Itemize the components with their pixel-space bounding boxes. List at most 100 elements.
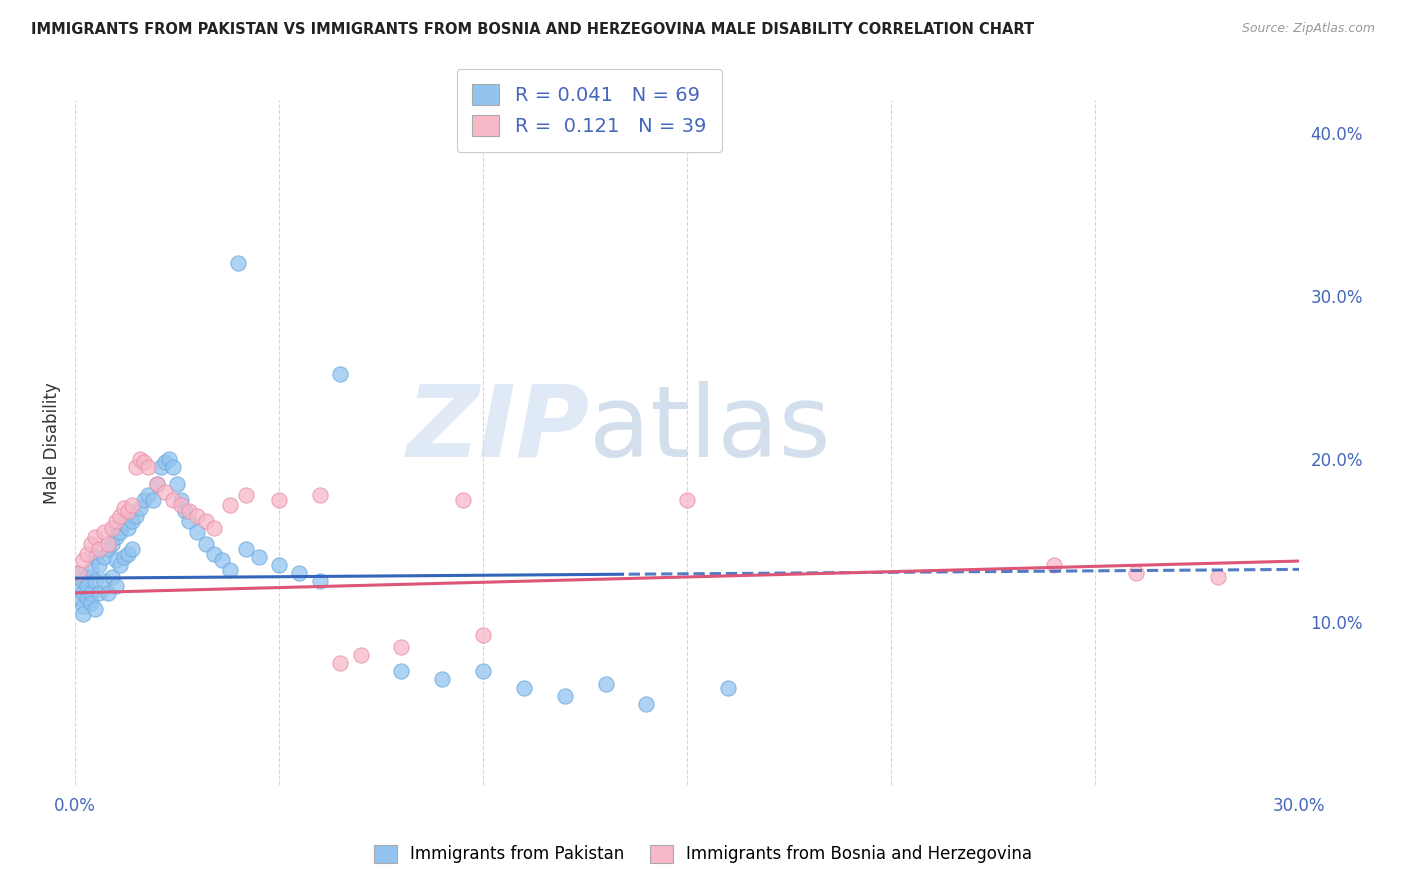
Text: ZIP: ZIP: [406, 381, 589, 477]
Point: [104, 530, 127, 544]
Point: [149, 460, 172, 475]
Point: [84, 549, 107, 564]
Point: [179, 504, 201, 518]
Point: [170, 498, 193, 512]
Point: [194, 537, 217, 551]
Point: [170, 492, 193, 507]
Point: [153, 455, 176, 469]
Point: [67, 566, 90, 581]
Point: [129, 501, 152, 516]
Point: [97, 537, 120, 551]
Point: [194, 514, 217, 528]
Point: [97, 586, 120, 600]
Point: [329, 656, 352, 670]
Point: [1125, 566, 1147, 581]
Point: [117, 504, 139, 518]
Point: [72, 607, 94, 621]
Point: [636, 697, 658, 711]
Point: [451, 492, 474, 507]
Point: [84, 602, 107, 616]
Point: [117, 520, 139, 534]
Point: [80, 563, 103, 577]
Point: [391, 664, 413, 678]
Point: [100, 520, 122, 534]
Point: [72, 574, 94, 589]
Point: [247, 549, 270, 564]
Point: [121, 541, 143, 556]
Point: [67, 566, 90, 581]
Point: [108, 558, 131, 573]
Point: [202, 547, 225, 561]
Legend: R = 0.041   N = 69, R =  0.121   N = 39: R = 0.041 N = 69, R = 0.121 N = 39: [457, 69, 721, 152]
Point: [153, 484, 176, 499]
Point: [72, 553, 94, 567]
Legend: Immigrants from Pakistan, Immigrants from Bosnia and Herzegovina: Immigrants from Pakistan, Immigrants fro…: [360, 831, 1046, 877]
Point: [100, 537, 122, 551]
Point: [432, 673, 454, 687]
Point: [513, 681, 536, 695]
Text: atlas: atlas: [589, 381, 831, 477]
Point: [226, 256, 249, 270]
Point: [472, 628, 495, 642]
Point: [134, 492, 156, 507]
Point: [97, 541, 120, 556]
Point: [145, 476, 167, 491]
Point: [121, 514, 143, 528]
Point: [472, 664, 495, 678]
Point: [219, 563, 242, 577]
Point: [179, 514, 201, 528]
Point: [76, 591, 98, 605]
Point: [174, 504, 197, 518]
Point: [72, 586, 94, 600]
Point: [129, 452, 152, 467]
Point: [162, 492, 184, 507]
Point: [141, 492, 163, 507]
Point: [104, 514, 127, 528]
Point: [1043, 558, 1066, 573]
Point: [235, 541, 257, 556]
Point: [186, 525, 208, 540]
Point: [267, 558, 290, 573]
Point: [145, 476, 167, 491]
Point: [89, 586, 111, 600]
Point: [89, 541, 111, 556]
Point: [676, 492, 699, 507]
Point: [72, 599, 94, 613]
Point: [108, 509, 131, 524]
Point: [267, 492, 290, 507]
Point: [162, 460, 184, 475]
Y-axis label: Male Disability: Male Disability: [44, 382, 60, 504]
Point: [104, 553, 127, 567]
Point: [134, 455, 156, 469]
Point: [112, 549, 135, 564]
Point: [125, 509, 148, 524]
Point: [80, 586, 103, 600]
Point: [89, 558, 111, 573]
Point: [93, 525, 115, 540]
Point: [308, 488, 330, 502]
Point: [391, 640, 413, 654]
Point: [80, 596, 103, 610]
Point: [202, 520, 225, 534]
Point: [67, 582, 90, 597]
Text: IMMIGRANTS FROM PAKISTAN VS IMMIGRANTS FROM BOSNIA AND HERZEGOVINA MALE DISABILI: IMMIGRANTS FROM PAKISTAN VS IMMIGRANTS F…: [31, 22, 1033, 37]
Point: [93, 549, 115, 564]
Point: [76, 547, 98, 561]
Point: [93, 574, 115, 589]
Text: Source: ZipAtlas.com: Source: ZipAtlas.com: [1241, 22, 1375, 36]
Point: [84, 574, 107, 589]
Point: [67, 591, 90, 605]
Point: [100, 569, 122, 583]
Point: [121, 498, 143, 512]
Point: [186, 509, 208, 524]
Point: [288, 566, 311, 581]
Point: [112, 501, 135, 516]
Point: [329, 367, 352, 381]
Point: [76, 569, 98, 583]
Point: [104, 579, 127, 593]
Point: [117, 547, 139, 561]
Point: [235, 488, 257, 502]
Point: [166, 476, 188, 491]
Point: [219, 498, 242, 512]
Point: [554, 689, 576, 703]
